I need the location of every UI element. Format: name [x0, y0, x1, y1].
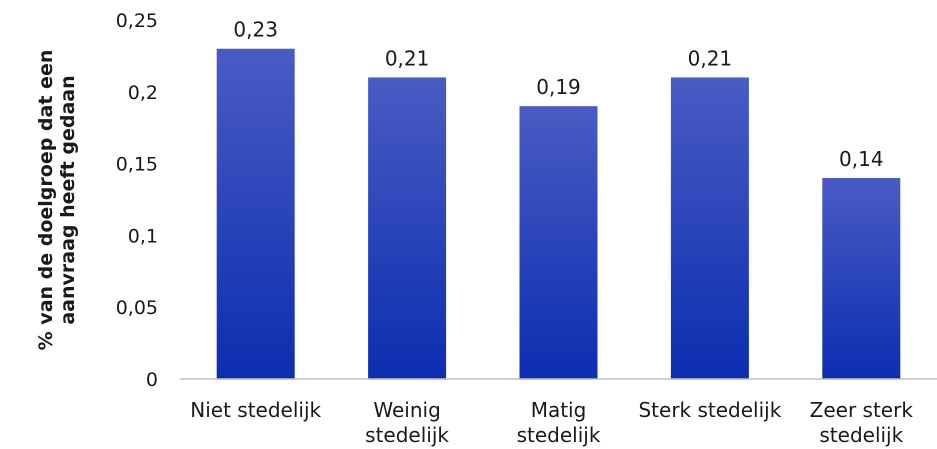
x-tick-label-line: Weinig — [373, 398, 440, 422]
x-tick-label-line: Zeer sterk — [810, 398, 914, 422]
y-axis-title-line: % van de doelgroep dat een — [35, 50, 57, 351]
x-tick-label: Sterk stedelijk — [638, 398, 781, 422]
y-tick-label: 0,25 — [116, 10, 158, 32]
x-tick-label-line: Niet stedelijk — [190, 398, 321, 422]
bar — [368, 77, 447, 379]
bar — [822, 177, 901, 379]
y-axis-title: % van de doelgroep dat eenaanvraag heeft… — [35, 50, 79, 351]
x-tick-label-line: Matig — [531, 398, 587, 422]
x-tick-label-line: stedelijk — [517, 423, 601, 447]
bar — [670, 77, 749, 379]
x-tick-label: Niet stedelijk — [190, 398, 321, 422]
y-axis-label: % van de doelgroep dat eenaanvraag heeft… — [35, 50, 79, 351]
bar — [519, 106, 598, 379]
y-axis-ticks: 0 0,05 0,1 0,15 0,2 0,25 — [116, 10, 158, 391]
x-tick-label-line: Sterk stedelijk — [638, 398, 781, 422]
x-tick-label: Weinig stedelijk — [365, 398, 449, 447]
y-tick-label: 0,1 — [128, 225, 158, 247]
data-label: 0,14 — [839, 147, 884, 171]
x-tick-label: Zeer sterk stedelijk — [810, 398, 914, 447]
data-labels: 0,23 0,21 0,19 0,21 0,14 — [233, 18, 883, 171]
y-axis-title-line: aanvraag heeft gedaan — [57, 75, 79, 324]
y-tick-label: 0,15 — [116, 154, 158, 176]
x-tick-label-line: stedelijk — [365, 423, 449, 447]
data-label: 0,19 — [536, 75, 581, 99]
y-tick-label: 0,2 — [128, 82, 158, 104]
data-label: 0,23 — [233, 18, 278, 42]
x-tick-label-line: stedelijk — [819, 423, 903, 447]
x-tick-label: Matig stedelijk — [517, 398, 601, 447]
bars — [216, 48, 901, 379]
y-tick-label: 0 — [146, 369, 158, 391]
y-tick-label: 0,05 — [116, 297, 158, 319]
data-label: 0,21 — [688, 46, 733, 70]
data-label: 0,21 — [385, 46, 430, 70]
bar — [216, 48, 295, 379]
